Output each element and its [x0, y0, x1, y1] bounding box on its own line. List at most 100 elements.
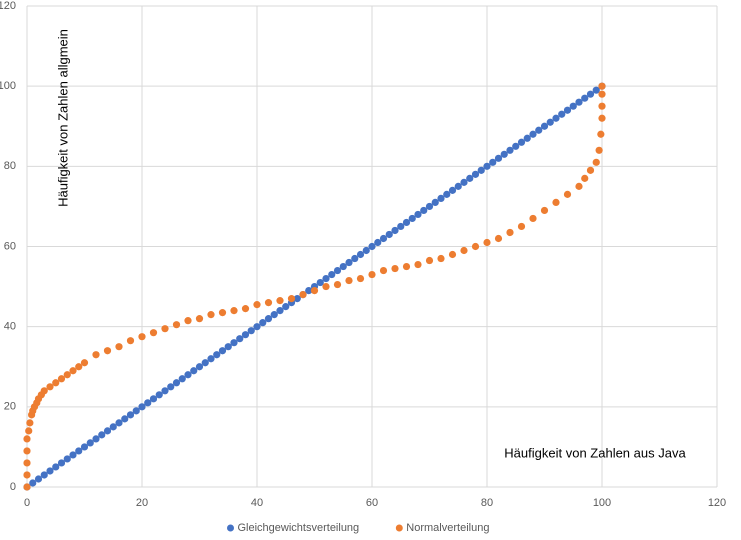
- point: [512, 142, 520, 150]
- point: [52, 463, 60, 471]
- point: [195, 315, 204, 323]
- point: [172, 321, 181, 329]
- y-tick-label: 120: [0, 0, 16, 12]
- point: [443, 190, 451, 198]
- point: [345, 258, 353, 267]
- point: [540, 122, 549, 130]
- point: [138, 403, 146, 411]
- point: [494, 234, 503, 243]
- point: [115, 419, 123, 427]
- legend-label: Gleichgewichtsverteilung: [238, 522, 360, 534]
- point: [63, 371, 71, 379]
- point: [595, 146, 603, 154]
- point: [517, 138, 526, 146]
- legend-label: Normalverteilung: [406, 522, 489, 534]
- point: [40, 471, 48, 479]
- point: [368, 242, 376, 251]
- point: [40, 387, 48, 395]
- point: [414, 210, 422, 219]
- point: [598, 102, 606, 110]
- point: [132, 407, 140, 415]
- point: [253, 323, 261, 331]
- point: [57, 459, 66, 467]
- point: [23, 447, 31, 455]
- point: [500, 150, 508, 158]
- point: [460, 178, 468, 186]
- point: [391, 226, 399, 235]
- point: [460, 246, 468, 255]
- point: [356, 274, 365, 283]
- point: [80, 443, 89, 451]
- point: [149, 395, 158, 403]
- point: [310, 286, 319, 295]
- point: [535, 126, 543, 134]
- point: [253, 301, 261, 309]
- point: [385, 230, 393, 239]
- point: [356, 250, 365, 259]
- point: [598, 114, 606, 122]
- point: [425, 202, 434, 211]
- x-annotation: Häufigkeit von Zahlen aus Java: [504, 445, 686, 460]
- point: [414, 260, 422, 269]
- y-annotation: Häufigkeit von Zahlen allgmein: [55, 29, 70, 207]
- point: [98, 431, 106, 439]
- x-tick-label: 0: [24, 497, 30, 509]
- point: [218, 309, 227, 317]
- point: [586, 166, 595, 174]
- point: [75, 363, 83, 371]
- point: [420, 206, 428, 215]
- point: [144, 399, 152, 407]
- x-tick-label: 120: [708, 497, 726, 509]
- point: [207, 355, 215, 363]
- point: [264, 299, 273, 307]
- point: [57, 375, 66, 383]
- point: [236, 335, 244, 343]
- point: [552, 198, 560, 207]
- point: [103, 347, 112, 355]
- legend-marker: [227, 524, 234, 532]
- point: [241, 331, 250, 339]
- point: [494, 154, 503, 162]
- point: [425, 256, 434, 265]
- point: [270, 311, 278, 319]
- point: [448, 250, 457, 259]
- point: [224, 343, 232, 351]
- point: [29, 479, 37, 487]
- point: [466, 174, 474, 182]
- point: [598, 82, 606, 90]
- point: [126, 337, 135, 345]
- point: [23, 459, 31, 467]
- point: [333, 280, 342, 289]
- point: [282, 303, 290, 311]
- point: [540, 206, 549, 215]
- y-tick-label: 40: [4, 321, 16, 333]
- point: [34, 475, 43, 483]
- point: [569, 102, 577, 110]
- point: [23, 483, 31, 491]
- y-tick-label: 20: [4, 401, 16, 413]
- point: [23, 435, 31, 443]
- point: [362, 246, 370, 255]
- point: [529, 214, 537, 223]
- point: [92, 351, 100, 359]
- point: [402, 262, 411, 271]
- legend-marker: [395, 524, 403, 532]
- point: [247, 327, 255, 335]
- point: [483, 238, 491, 247]
- point: [575, 182, 583, 190]
- point: [69, 367, 77, 375]
- point: [121, 415, 129, 423]
- point: [483, 162, 491, 170]
- point: [581, 94, 589, 102]
- point: [437, 194, 445, 202]
- point: [218, 347, 227, 355]
- point: [46, 467, 54, 475]
- point: [471, 242, 480, 251]
- point: [506, 228, 514, 237]
- y-tick-label: 100: [0, 80, 16, 92]
- point: [115, 343, 123, 351]
- point: [581, 174, 589, 182]
- point: [597, 130, 605, 138]
- point: [351, 254, 359, 263]
